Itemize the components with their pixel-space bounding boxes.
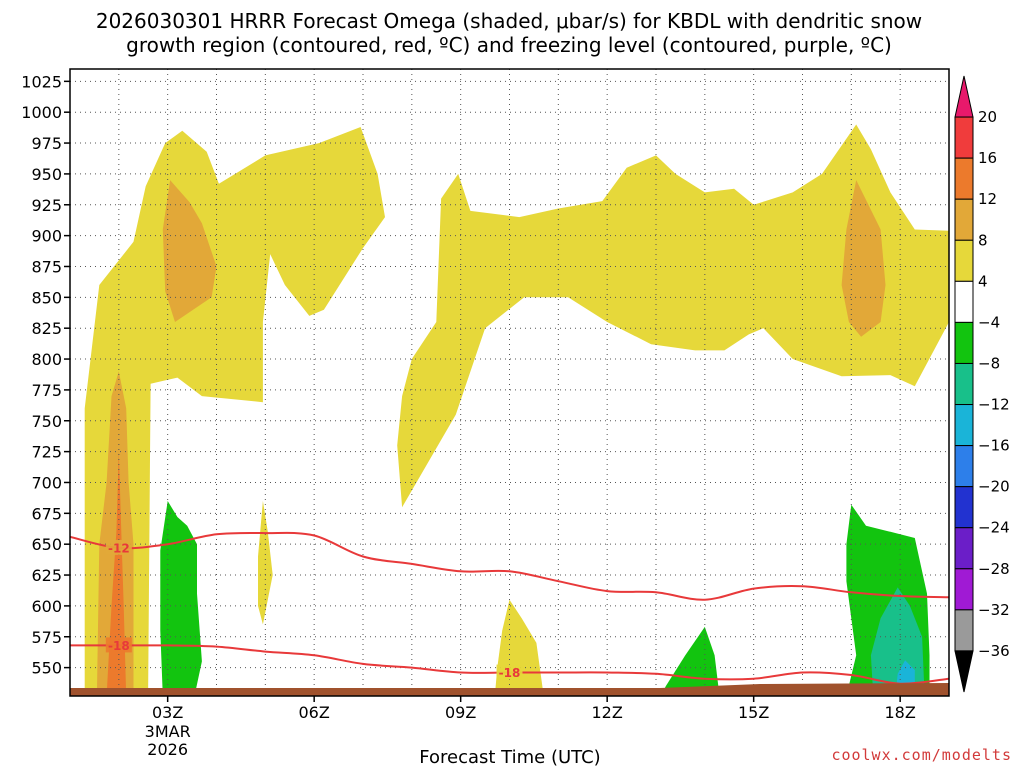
colorbar-label-12: 12: [978, 190, 997, 208]
x-tick-sublabel-date: 3MAR: [145, 722, 191, 741]
colorbar-arrow-top: [954, 75, 974, 118]
contour-label--18: -18: [108, 639, 130, 653]
omega-region-early-core-orange: [96, 371, 134, 696]
y-tick-label-900: 900: [31, 227, 62, 246]
colorbar-label--20: −20: [978, 478, 1010, 496]
colorbar-label-16: 16: [978, 149, 997, 167]
colorbar-box-8: [954, 404, 974, 447]
colorbar-box-1: [954, 116, 974, 159]
plot-area: -18 -18 -12: [70, 69, 949, 696]
x-tick-label-03Z: 03Z: [152, 703, 183, 722]
colorbar-label--16: −16: [978, 437, 1010, 455]
x-axis-title: Forecast Time (UTC): [419, 747, 600, 768]
y-tick-label-950: 950: [31, 165, 62, 184]
colorbar-box-11: [954, 527, 974, 570]
colorbar-box-10: [954, 486, 974, 529]
colorbar-box-13: [954, 609, 974, 652]
colorbar-label--4: −4: [978, 313, 1000, 331]
y-tick-label-675: 675: [31, 504, 62, 523]
contour-label--12: -12: [108, 541, 130, 555]
temperature-contours: -18 -18 -12: [70, 531, 949, 685]
contour-label-bg--12: [105, 539, 132, 555]
colorbar-label--24: −24: [978, 519, 1010, 537]
colorbar: 20 16 12 8 4 −4 −8 −12 −16 −20 −24 −28 −32 −36: [954, 75, 1010, 693]
omega-region-main-yellow-band: [397, 124, 949, 508]
y-tick-label-850: 850: [31, 288, 62, 307]
y-tick-label-600: 600: [31, 597, 62, 616]
omega-shading: [84, 124, 949, 696]
x-tick-label-09Z: 09Z: [445, 703, 476, 722]
omega-region-lower-orange-17z: [841, 180, 886, 337]
colorbar-label--8: −8: [978, 354, 1000, 372]
omega-region-lower-orange-03z: [162, 180, 217, 322]
colorbar-label-8: 8: [978, 231, 988, 249]
colorbar-box-9: [954, 445, 974, 488]
colorbar-box-12: [954, 568, 974, 611]
surface-strip-rise: [660, 683, 949, 688]
y-tick-label-550: 550: [31, 659, 62, 678]
y-tick-label-725: 725: [31, 443, 62, 462]
y-tick-label-825: 825: [31, 319, 62, 338]
y-axis: 550 575 600 625 650 675 700 725 750 775 800 825 850 8…: [21, 72, 70, 678]
colorbar-arrow-bottom: [954, 650, 974, 693]
colorbar-box-5: [954, 280, 974, 323]
colorbar-label--28: −28: [978, 560, 1010, 578]
y-tick-label-650: 650: [31, 535, 62, 554]
x-tick-label-06Z: 06Z: [299, 703, 330, 722]
omega-region-early-yellow-column: [84, 127, 385, 696]
y-tick-label-975: 975: [31, 134, 62, 153]
y-tick-label-700: 700: [31, 473, 62, 492]
colorbar-label--36: −36: [978, 642, 1010, 660]
y-tick-label-1025: 1025: [21, 72, 62, 91]
colorbar-box-7: [954, 362, 974, 406]
y-tick-label-875: 875: [31, 257, 62, 276]
contour-label--18: -18: [499, 666, 521, 680]
y-tick-label-1000: 1000: [21, 103, 62, 122]
x-tick-label-18Z: 18Z: [885, 703, 916, 722]
omega-region-yellow-sliver-05z: [258, 501, 273, 625]
colorbar-box-3: [954, 198, 974, 241]
y-tick-label-925: 925: [31, 196, 62, 215]
colorbar-label--12: −12: [978, 396, 1010, 414]
contour-label-bg--18: [496, 664, 523, 680]
contour-label-bg--18: [105, 637, 132, 653]
chart-title-line1: 2026030301 HRRR Forecast Omega (shaded, …: [96, 9, 922, 33]
chart-title-line2: growth region (contoured, red, ºC) and f…: [126, 33, 892, 57]
x-tick-label-15Z: 15Z: [738, 703, 769, 722]
y-tick-label-575: 575: [31, 628, 62, 647]
colorbar-label-20: 20: [978, 108, 997, 126]
colorbar-box-6: [954, 321, 974, 364]
y-tick-label-775: 775: [31, 381, 62, 400]
credit-text: coolwx.com/modelts: [831, 746, 1012, 764]
colorbar-label-4: 4: [978, 272, 988, 290]
x-tick-label-12Z: 12Z: [592, 703, 623, 722]
colorbar-box-4: [954, 239, 974, 282]
y-tick-label-800: 800: [31, 350, 62, 369]
surface-strip: [70, 688, 949, 696]
contour-line--12: [70, 531, 949, 601]
colorbar-label--32: −32: [978, 601, 1010, 619]
omega-region-early-core-red: [106, 451, 127, 696]
x-tick-sublabel-year: 2026: [147, 740, 188, 759]
y-tick-label-750: 750: [31, 412, 62, 431]
plot-frame: [69, 68, 950, 697]
colorbar-box-2: [954, 157, 974, 200]
omega-region-green-column-03z: [160, 501, 202, 696]
y-tick-label-625: 625: [31, 566, 62, 585]
